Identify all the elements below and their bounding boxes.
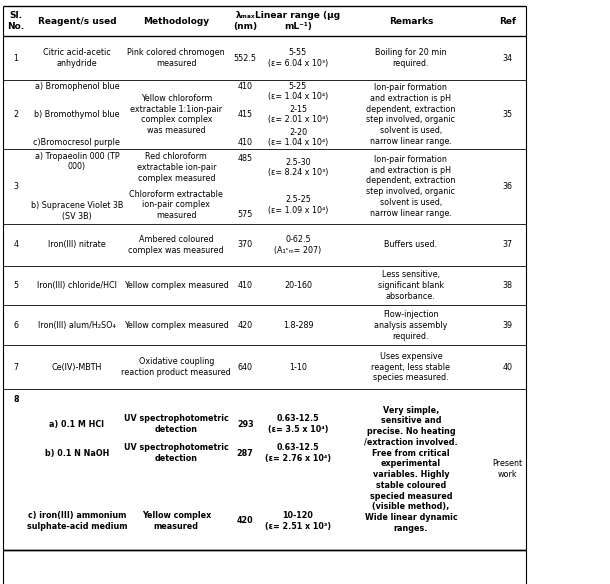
Text: 0.63-12.5
(ε= 2.76 x 10⁴): 0.63-12.5 (ε= 2.76 x 10⁴) <box>265 443 331 463</box>
Text: 2: 2 <box>13 110 18 119</box>
Text: Less sensitive,
significant blank
absorbance.: Less sensitive, significant blank absorb… <box>378 270 444 301</box>
Text: 37: 37 <box>503 240 512 249</box>
Text: Very simple,
sensitive and
precise. No heating
/extraction involved.
Free from c: Very simple, sensitive and precise. No h… <box>364 406 458 533</box>
Text: 420: 420 <box>237 516 254 525</box>
Text: Uses expensive
reagent, less stable
species measured.: Uses expensive reagent, less stable spec… <box>371 352 450 383</box>
Text: b) Bromothymol blue: b) Bromothymol blue <box>34 110 120 119</box>
Text: 370: 370 <box>238 240 253 249</box>
Text: 2-15
(ε= 2.01 x 10⁴): 2-15 (ε= 2.01 x 10⁴) <box>268 105 328 124</box>
Text: 415: 415 <box>238 110 253 119</box>
Text: Citric acid-acetic
anhydride: Citric acid-acetic anhydride <box>43 48 111 68</box>
Text: Buffers used.: Buffers used. <box>384 240 437 249</box>
Text: 38: 38 <box>503 281 512 290</box>
Text: 5-55
(ε= 6.04 x 10³): 5-55 (ε= 6.04 x 10³) <box>268 48 328 68</box>
Text: b) 0.1 N NaOH: b) 0.1 N NaOH <box>45 449 109 458</box>
Text: 410: 410 <box>238 82 253 92</box>
Text: 1: 1 <box>13 54 18 62</box>
Text: 0.63-12.5
(ε= 3.5 x 10⁴): 0.63-12.5 (ε= 3.5 x 10⁴) <box>268 415 328 434</box>
Text: UV spectrophotometric
detection: UV spectrophotometric detection <box>124 443 229 463</box>
Text: 35: 35 <box>503 110 512 119</box>
Text: Pink colored chromogen
measured: Pink colored chromogen measured <box>127 48 225 68</box>
Text: 34: 34 <box>503 54 512 62</box>
Text: Ambered coloured
complex was measured: Ambered coloured complex was measured <box>129 235 224 255</box>
Text: Yellow complex measured: Yellow complex measured <box>124 321 229 330</box>
Text: 2.5-30
(ε= 8.24 x 10³): 2.5-30 (ε= 8.24 x 10³) <box>268 158 328 178</box>
Text: 410: 410 <box>238 281 253 290</box>
Text: 293: 293 <box>237 420 254 429</box>
Text: c)Bromocresol purple: c)Bromocresol purple <box>34 137 120 147</box>
Text: 1-10: 1-10 <box>289 363 307 371</box>
Text: Ion-pair formation
and extraction is pH
dependent, extraction
step involved, org: Ion-pair formation and extraction is pH … <box>366 155 456 218</box>
Text: 410: 410 <box>238 137 253 147</box>
Text: Remarks: Remarks <box>389 16 433 26</box>
Text: 36: 36 <box>503 182 512 191</box>
Text: 40: 40 <box>503 363 512 371</box>
Text: 2.5-25
(ε= 1.09 x 10⁴): 2.5-25 (ε= 1.09 x 10⁴) <box>268 195 328 215</box>
Text: a) Tropaeolin 000 (TP
000): a) Tropaeolin 000 (TP 000) <box>35 151 119 171</box>
Text: Flow-injection
analysis assembly
required.: Flow-injection analysis assembly require… <box>374 310 448 340</box>
Text: Red chloroform
extractable ion-pair
complex measured: Red chloroform extractable ion-pair comp… <box>137 152 216 183</box>
Text: 10-120
(ε= 2.51 x 10³): 10-120 (ε= 2.51 x 10³) <box>265 511 331 530</box>
Text: Ion-pair formation
and extraction is pH
dependent, extraction
step involved, org: Ion-pair formation and extraction is pH … <box>366 83 456 146</box>
Text: 7: 7 <box>13 363 18 371</box>
Text: Present
work: Present work <box>492 460 523 479</box>
Text: Oxidative coupling
reaction product measured: Oxidative coupling reaction product meas… <box>121 357 231 377</box>
Text: 420: 420 <box>238 321 253 330</box>
Text: b) Supracene Violet 3B
(SV 3B): b) Supracene Violet 3B (SV 3B) <box>30 201 123 221</box>
Text: Chloroform extractable
ion-pair complex
measured: Chloroform extractable ion-pair complex … <box>129 190 223 220</box>
Text: a) 0.1 M HCl: a) 0.1 M HCl <box>49 420 104 429</box>
Text: Yellow complex measured: Yellow complex measured <box>124 281 229 290</box>
Text: 552.5: 552.5 <box>234 54 257 62</box>
Text: Boiling for 20 min
required.: Boiling for 20 min required. <box>375 48 447 68</box>
Text: 2-20
(ε= 1.04 x 10⁴): 2-20 (ε= 1.04 x 10⁴) <box>268 127 328 147</box>
Text: 8: 8 <box>13 395 19 404</box>
Text: 4: 4 <box>13 240 18 249</box>
Text: 3: 3 <box>13 182 18 191</box>
Text: a) Bromophenol blue: a) Bromophenol blue <box>35 82 119 92</box>
Text: UV spectrophotometric
detection: UV spectrophotometric detection <box>124 415 229 434</box>
Text: 0-62.5
(A₁ᶜₘ= 207): 0-62.5 (A₁ᶜₘ= 207) <box>274 235 321 255</box>
Text: 5-25
(ε= 1.04 x 10⁴): 5-25 (ε= 1.04 x 10⁴) <box>268 82 328 102</box>
Text: 575: 575 <box>237 210 253 219</box>
Text: 5: 5 <box>13 281 18 290</box>
Text: Ce(IV)-MBTH: Ce(IV)-MBTH <box>52 363 102 371</box>
Text: Ref: Ref <box>499 16 516 26</box>
Text: Iron(III) chloride/HCl: Iron(III) chloride/HCl <box>37 281 117 290</box>
Text: Yellow chloroform
extractable 1:1ion-pair
complex complex
was measured: Yellow chloroform extractable 1:1ion-pai… <box>130 94 223 135</box>
Text: Iron(III) nitrate: Iron(III) nitrate <box>48 240 106 249</box>
Text: Methodology: Methodology <box>143 16 209 26</box>
Text: 287: 287 <box>237 449 254 458</box>
Text: λₘₐₓ
(nm): λₘₐₓ (nm) <box>233 11 257 31</box>
Text: c) iron(III) ammonium
sulphate-acid medium: c) iron(III) ammonium sulphate-acid medi… <box>27 511 127 530</box>
Text: Iron(III) alum/H₂SO₄: Iron(III) alum/H₂SO₄ <box>38 321 116 330</box>
Text: 6: 6 <box>13 321 18 330</box>
Text: 485: 485 <box>238 154 253 163</box>
Text: 39: 39 <box>503 321 512 330</box>
Text: 20-160: 20-160 <box>284 281 312 290</box>
Text: 1.8-289: 1.8-289 <box>282 321 314 330</box>
Text: Reagent/s used: Reagent/s used <box>38 16 116 26</box>
Text: Sl.
No.: Sl. No. <box>7 11 24 31</box>
Text: Linear range (μg
mL⁻¹): Linear range (μg mL⁻¹) <box>256 11 340 31</box>
Text: 640: 640 <box>238 363 253 371</box>
Text: Yellow complex
measured: Yellow complex measured <box>142 511 211 530</box>
